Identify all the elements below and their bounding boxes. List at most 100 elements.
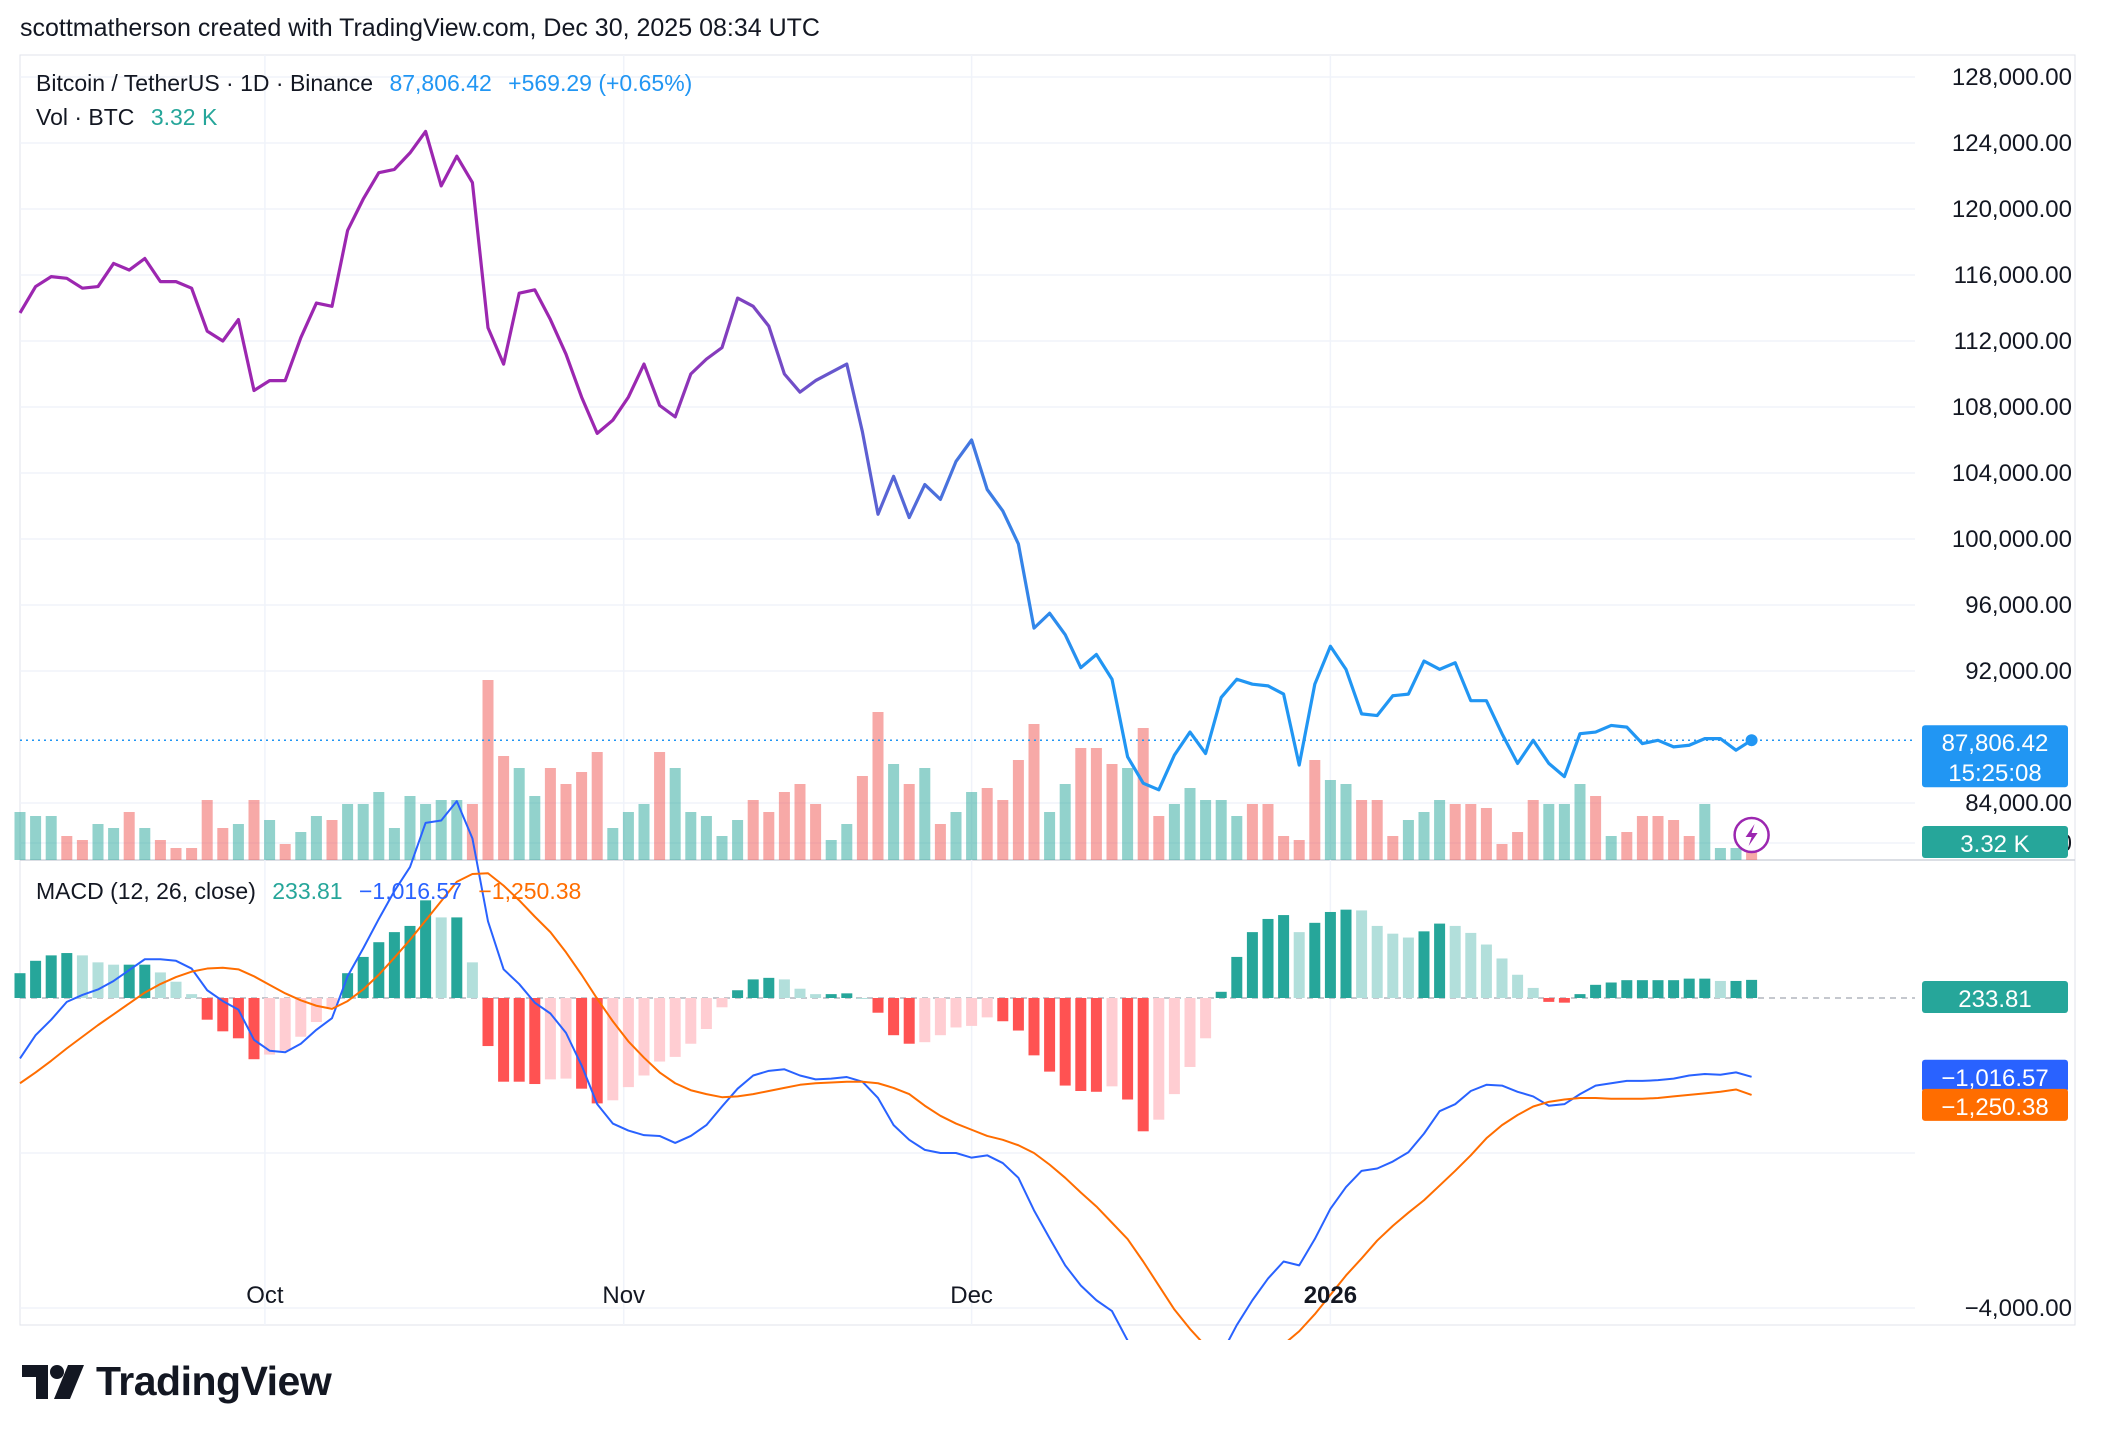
- macd-histogram-bar: [1168, 998, 1180, 1095]
- volume-bar: [1371, 800, 1383, 860]
- volume-bar: [591, 752, 603, 860]
- macd-histogram-bar: [388, 932, 400, 998]
- price-axis-tick: 120,000.00: [1952, 196, 2072, 223]
- volume-bar: [326, 820, 338, 860]
- macd-indicator-label[interactable]: MACD (12, 26, close): [36, 878, 256, 904]
- macd-histogram-bar: [123, 964, 135, 998]
- volume-bar: [232, 824, 244, 860]
- volume-bar: [732, 820, 744, 860]
- volume-bar: [1746, 846, 1758, 860]
- volume-bar: [778, 792, 790, 860]
- macd-histogram-bar: [576, 998, 588, 1089]
- macd-histogram-bar: [825, 994, 837, 998]
- macd-histogram-bar: [1652, 980, 1664, 998]
- macd-histogram-bar: [1075, 998, 1087, 1091]
- lightning-bolt: [1745, 824, 1758, 846]
- volume-bar: [513, 768, 525, 860]
- volume-bar: [1153, 816, 1165, 860]
- volume-bar: [1075, 748, 1087, 860]
- volume-bar: [1090, 748, 1102, 860]
- volume-bar: [1574, 784, 1586, 860]
- volume-bar: [279, 844, 291, 860]
- macd-histogram-bar: [435, 917, 447, 998]
- volume-bar: [248, 800, 260, 860]
- volume-bar: [217, 828, 229, 860]
- macd-histogram-bar: [264, 998, 276, 1055]
- macd-histogram-bar: [1730, 980, 1742, 998]
- volume-bar: [342, 804, 354, 860]
- volume-bar: [1168, 804, 1180, 860]
- volume-bar: [1512, 832, 1524, 860]
- macd-histogram-bar: [544, 998, 556, 1080]
- macd-histogram-bar: [794, 988, 806, 998]
- volume-bar: [1418, 812, 1430, 860]
- volume-bar: [1730, 848, 1742, 860]
- volume-bar: [1324, 780, 1336, 860]
- macd-histogram-bar: [638, 998, 650, 1076]
- macd-histogram-bar: [1527, 987, 1539, 998]
- volume-label[interactable]: Vol · BTC: [36, 104, 135, 130]
- signal-line-tag: [1922, 1088, 2068, 1121]
- volume-bars: [14, 680, 1758, 860]
- volume-bar: [186, 848, 198, 860]
- volume-bar: [435, 800, 447, 860]
- macd-histogram-bar: [310, 998, 322, 1023]
- volume-bar: [295, 832, 307, 860]
- volume-bar: [1636, 816, 1648, 860]
- macd-histogram-bar: [1278, 915, 1290, 998]
- macd-histogram-bar: [747, 979, 759, 998]
- macd-histogram-bar: [669, 998, 681, 1057]
- volume-bar: [1059, 784, 1071, 860]
- attribution-text: scottmatherson created with TradingView.…: [20, 14, 820, 42]
- macd-histogram-bar: [732, 990, 744, 998]
- volume-bar: [45, 816, 57, 860]
- macd-histogram-bar: [1402, 937, 1414, 998]
- axis-labels: 128,000.00 124,000.00 120,000.00 116,000.00…: [246, 64, 2072, 1322]
- last-price-tag-text: 87,806.42: [1942, 730, 2049, 757]
- macd-histogram-bar: [498, 998, 510, 1082]
- price-chart[interactable]: 128,000.00 124,000.00 120,000.00 116,000.00…: [0, 0, 2108, 1340]
- volume-bar: [685, 812, 697, 860]
- signal-line-tag-text: −1,250.38: [1941, 1094, 2048, 1121]
- macd-histogram-bar: [232, 998, 244, 1039]
- macd-histogram-bar: [1496, 958, 1508, 998]
- macd-histogram-bar: [1059, 998, 1071, 1086]
- volume-bar: [1668, 820, 1680, 860]
- price-tags: 87,806.42 15:25:08 3.32 K 233.81 −1,016.57−1…: [1922, 725, 2068, 1121]
- volume-bar: [1012, 760, 1024, 860]
- macd-histogram-bar: [1028, 998, 1040, 1056]
- volume-bar: [1652, 816, 1664, 860]
- volume-bar: [950, 812, 962, 860]
- volume-bar: [1356, 800, 1368, 860]
- volume-bar: [856, 776, 868, 860]
- macd-histogram-bar: [966, 998, 978, 1026]
- macd-histogram-bar: [1153, 998, 1165, 1120]
- volume-bar: [763, 812, 775, 860]
- volume-bar: [1465, 804, 1477, 860]
- symbol-name[interactable]: Bitcoin / TetherUS · 1D · Binance: [36, 70, 374, 96]
- macd-histogram-bar: [139, 964, 151, 998]
- tradingview-logo-text: TradingView: [96, 1358, 332, 1404]
- macd-histogram-bar: [919, 998, 931, 1043]
- macd-histogram-bar: [404, 925, 416, 998]
- volume-bar: [388, 828, 400, 860]
- volume-tag: [1922, 826, 2068, 858]
- macd-histogram-bar: [1746, 979, 1758, 998]
- macd-histogram-bar: [1293, 932, 1305, 998]
- macd-histogram-bar: [841, 993, 853, 998]
- tradingview-logo[interactable]: TradingView: [22, 1358, 332, 1405]
- macd-histogram-bar: [1480, 944, 1492, 998]
- price-axis-tick: 100,000.00: [1952, 526, 2072, 553]
- macd-histogram-bar: [1090, 998, 1102, 1092]
- volume-bar: [1278, 836, 1290, 860]
- macd-histogram-bar: [1309, 922, 1321, 998]
- price-change-value: +569.29 (+0.65%): [508, 70, 693, 96]
- price-axis-tick: 84,000.00: [1965, 790, 2072, 817]
- macd-histogram-bar: [1246, 932, 1258, 998]
- price-axis-tick: 96,000.00: [1965, 592, 2072, 619]
- macd-histogram-bar: [591, 998, 603, 1104]
- volume-bar: [1558, 804, 1570, 860]
- macd-histogram-bar: [30, 960, 42, 998]
- macd-line-value: −1,016.57: [359, 878, 462, 904]
- volume-bar: [1496, 844, 1508, 860]
